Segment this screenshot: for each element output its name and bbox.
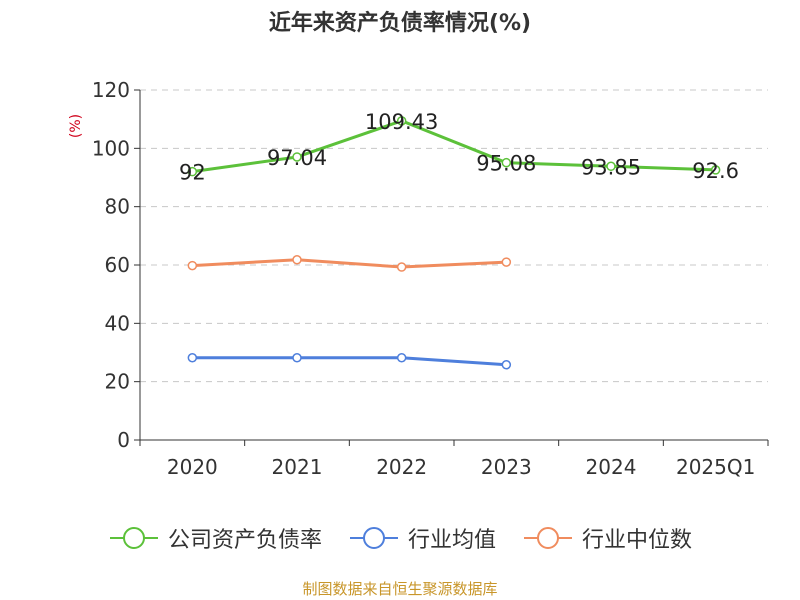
x-tick-label: 2022	[376, 455, 427, 479]
data-label: 109.43	[365, 110, 438, 134]
data-point	[396, 262, 407, 272]
data-point	[292, 255, 302, 265]
data-point	[292, 353, 302, 363]
y-axis-label: (%)	[68, 114, 84, 138]
legend-label: 公司资产负债率	[167, 528, 322, 553]
y-tick-label: 0	[117, 428, 130, 452]
data-labels: 92 97.04 109.43 95.08 93.85 92.6	[179, 110, 739, 185]
legend: 公司资产负债率 行业均值 行业中位数	[0, 520, 800, 556]
series-line	[192, 119, 716, 174]
x-tick-label: 2021	[272, 455, 323, 479]
legend-item[interactable]: 行业中位数	[522, 522, 692, 554]
data-point	[606, 161, 616, 172]
data-label: 93.85	[581, 155, 641, 179]
y-tick-label: 40	[105, 311, 130, 335]
y-tick-label: 80	[105, 195, 130, 219]
data-label: 92	[179, 161, 206, 185]
data-point	[292, 152, 302, 162]
chart-title: 近年来资产负债率情况(%)	[268, 11, 532, 36]
y-tick-label: 20	[105, 370, 130, 394]
data-point	[396, 353, 407, 363]
y-tick-label: 120	[92, 78, 130, 102]
legend-line-marker-icon	[109, 527, 158, 549]
y-tick-label: 100	[92, 136, 130, 160]
legend-item[interactable]: 公司资产负债率	[108, 522, 322, 554]
x-tick-label: 2025Q1	[676, 455, 755, 479]
legend-line-marker-icon	[524, 527, 572, 549]
legend-item[interactable]: 行业均值	[348, 522, 496, 554]
data-point	[501, 157, 512, 168]
data-point	[187, 353, 198, 363]
legend-label: 行业均值	[407, 528, 496, 553]
series-lines	[187, 116, 721, 370]
data-point	[187, 260, 198, 271]
legend-swatch-circle	[122, 527, 145, 549]
data-point	[710, 165, 721, 175]
legend-label: 行业中位数	[582, 528, 693, 553]
x-tick-label: 2024	[586, 455, 637, 479]
data-label: 92.6	[692, 159, 739, 183]
x-tick-label: 2020	[167, 455, 218, 479]
data-label: 95.08	[476, 152, 536, 176]
legend-swatch-circle	[362, 527, 385, 549]
data-point	[501, 360, 512, 370]
y-tick-label: 60	[105, 253, 130, 277]
axes: 0 20 40 60 80 100 120 2020 2021 2022 2023 2024 2025Q…	[92, 78, 769, 479]
series-line	[192, 258, 507, 269]
grid-lines	[140, 89, 768, 383]
legend-swatch-circle	[537, 527, 559, 549]
data-label: 97.04	[267, 146, 327, 170]
series-line	[192, 356, 507, 367]
x-tick-label: 2023	[481, 455, 532, 479]
data-point	[187, 166, 198, 177]
source-note: 制图数据来自恒生聚源数据库	[302, 580, 498, 598]
legend-line-marker-icon	[349, 527, 398, 549]
data-point	[396, 116, 407, 126]
data-point	[501, 257, 512, 267]
